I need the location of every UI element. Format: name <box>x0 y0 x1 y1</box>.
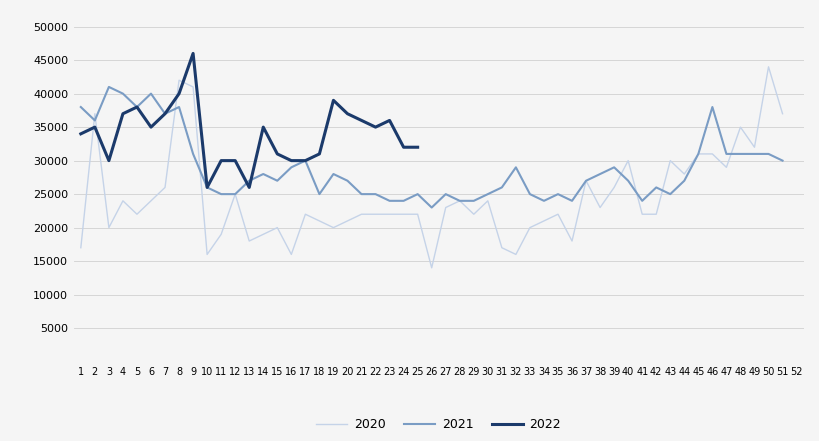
2022 <box>412 145 422 150</box>
2020 <box>76 245 86 250</box>
2022 <box>328 97 338 103</box>
Line: 2020: 2020 <box>81 67 781 268</box>
2021 <box>328 172 338 177</box>
2021 <box>538 198 548 203</box>
2022 <box>76 131 86 136</box>
2021 <box>510 164 520 170</box>
2020 <box>328 225 338 230</box>
2020 <box>538 218 548 224</box>
Legend: 2020, 2021, 2022: 2020, 2021, 2022 <box>311 413 565 436</box>
Line: 2021: 2021 <box>81 87 781 208</box>
2020 <box>412 212 422 217</box>
2021 <box>412 191 422 197</box>
2020 <box>510 252 520 257</box>
Line: 2022: 2022 <box>81 53 417 187</box>
2021 <box>76 105 86 110</box>
2021 <box>132 105 142 110</box>
2020 <box>735 124 744 130</box>
2021 <box>735 151 744 157</box>
2020 <box>132 212 142 217</box>
2022 <box>132 105 142 110</box>
